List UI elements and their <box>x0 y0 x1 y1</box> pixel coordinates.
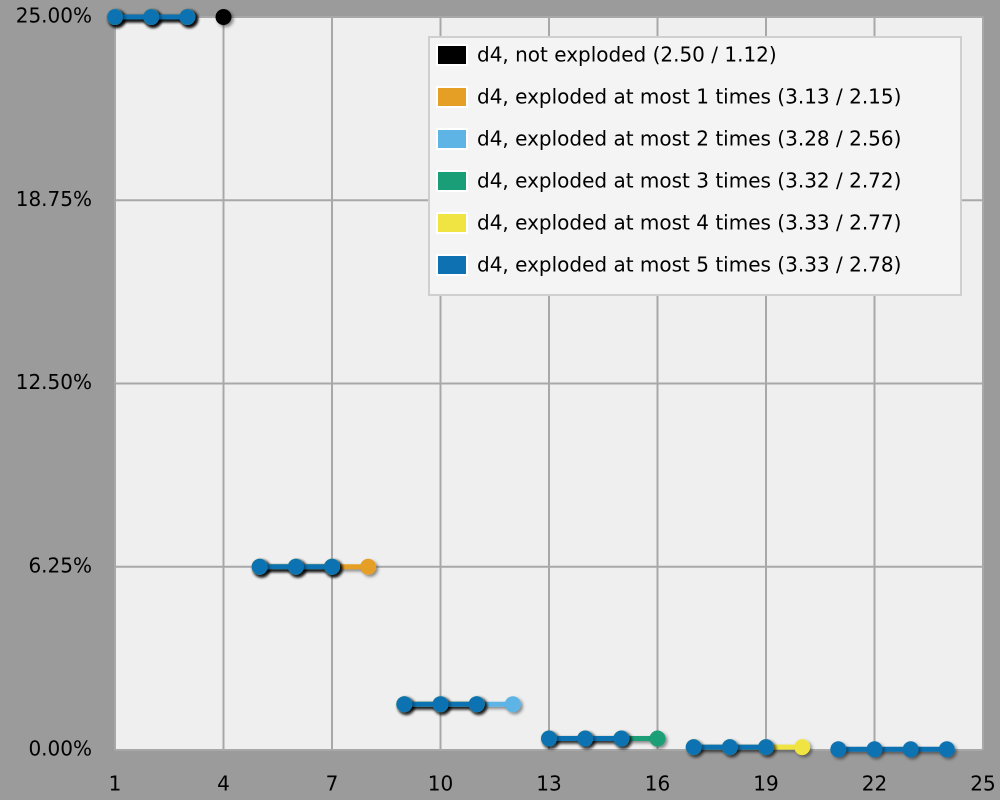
legend-label: d4, exploded at most 2 times (3.28 / 2.5… <box>477 127 901 151</box>
data-point <box>685 739 702 756</box>
x-tick-label: 25 <box>970 772 995 796</box>
x-tick-label: 19 <box>753 772 778 796</box>
data-point <box>902 741 919 758</box>
y-tick-label: 12.50% <box>16 370 92 394</box>
data-point <box>324 558 340 575</box>
x-tick-label: 10 <box>428 772 453 796</box>
legend-swatch <box>436 128 468 150</box>
data-point <box>251 558 268 575</box>
data-point <box>758 739 774 756</box>
data-point <box>541 730 557 747</box>
x-tick-label: 4 <box>217 772 230 796</box>
legend-box <box>428 36 962 296</box>
data-point <box>287 558 304 575</box>
data-point <box>432 696 449 713</box>
legend-swatch <box>436 212 468 234</box>
legend-swatch <box>436 86 468 108</box>
data-point <box>577 730 594 747</box>
y-tick-label: 0.00% <box>28 737 92 761</box>
data-point <box>143 9 160 25</box>
y-tick-label: 6.25% <box>28 553 92 577</box>
legend-swatch <box>436 254 468 276</box>
data-point <box>360 558 377 575</box>
data-point <box>649 730 666 747</box>
data-point <box>830 741 847 758</box>
legend-label: d4, exploded at most 1 times (3.13 / 2.1… <box>477 85 901 109</box>
y-tick-label: 25.00% <box>16 4 92 28</box>
data-point <box>866 741 883 758</box>
x-tick-label: 16 <box>645 772 670 796</box>
legend-label: d4, exploded at most 3 times (3.32 / 2.7… <box>477 169 901 193</box>
data-point <box>504 696 521 713</box>
data-point <box>938 741 955 758</box>
data-point <box>721 739 738 756</box>
legend-swatch <box>436 170 468 192</box>
data-point <box>179 9 196 25</box>
legend-label: d4, exploded at most 4 times (3.33 / 2.7… <box>477 211 901 235</box>
x-tick-label: 13 <box>536 772 561 796</box>
data-point <box>215 9 232 25</box>
data-point <box>794 739 811 756</box>
legend-label: d4, exploded at most 5 times (3.33 / 2.7… <box>477 253 901 277</box>
x-tick-label: 22 <box>862 772 887 796</box>
data-point <box>468 696 485 713</box>
data-point <box>613 730 630 747</box>
data-point <box>107 9 123 25</box>
legend-swatch <box>436 44 468 66</box>
legend-label: d4, not exploded (2.50 / 1.12) <box>477 43 777 67</box>
x-tick-label: 1 <box>109 772 122 796</box>
x-tick-label: 7 <box>326 772 339 796</box>
y-tick-label: 18.75% <box>16 187 92 211</box>
data-point <box>396 696 413 713</box>
